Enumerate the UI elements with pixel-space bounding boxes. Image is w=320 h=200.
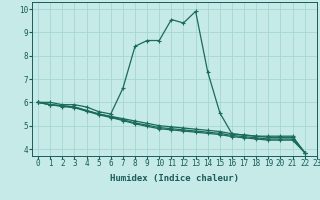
X-axis label: Humidex (Indice chaleur): Humidex (Indice chaleur) <box>110 174 239 183</box>
